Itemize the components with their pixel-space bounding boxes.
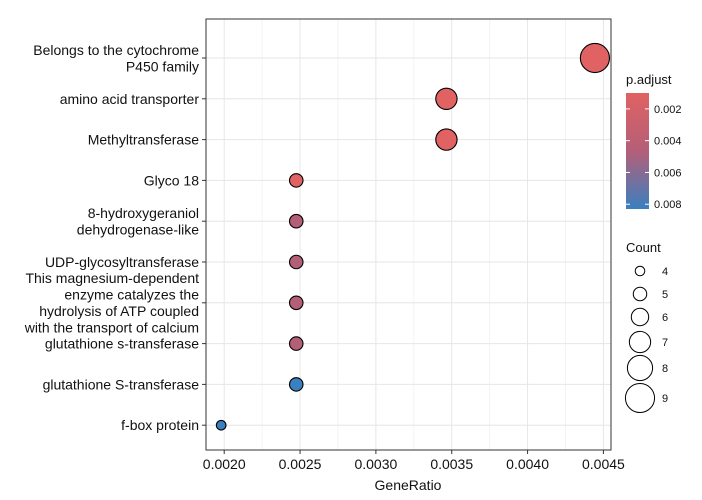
y-tick-label: glutathione S-transferase xyxy=(43,376,200,392)
data-point xyxy=(288,213,304,229)
x-tick-label: 0.0035 xyxy=(430,456,473,472)
count-legend-keys: 4 5 6 7 8 9 xyxy=(624,265,668,414)
colorbar-tick-label: 0.002 xyxy=(654,104,682,116)
data-point xyxy=(215,419,227,431)
major-gridlines xyxy=(206,19,611,450)
data-point xyxy=(288,254,304,270)
minor-gridlines xyxy=(261,19,566,450)
y-tick-label: This magnesium-dependent enzyme catalyzes… xyxy=(24,270,200,336)
count-legend-label: 6 xyxy=(662,312,668,324)
count-legend-key xyxy=(630,307,650,327)
y-tick-label: f-box protein xyxy=(121,417,199,433)
data-point xyxy=(435,128,458,151)
y-tick-label: UDP-glycosyltransferase xyxy=(45,254,199,270)
data-point xyxy=(579,42,611,74)
x-tick-label: 0.0020 xyxy=(203,456,246,472)
x-axis: 0.0020 0.0025 0.0030 0.0035 0.0040 0.0045 xyxy=(203,450,625,472)
colorbar-tick-label: 0.004 xyxy=(654,136,682,148)
y-axis: Belongs to the cytochrome P450 family amin… xyxy=(24,42,206,433)
colorbar-tick-label: 0.008 xyxy=(654,199,682,211)
y-tick-label: 8-hydroxygeraniol dehydrogenase-like xyxy=(77,205,199,238)
data-point xyxy=(288,173,304,188)
colorbar-tick-label: 0.006 xyxy=(654,167,682,179)
x-tick-label: 0.0045 xyxy=(582,456,625,472)
count-legend: Count 4 5 6 7 8 9 xyxy=(624,240,668,414)
p-adjust-colorbar xyxy=(626,93,649,209)
data-points xyxy=(215,42,611,431)
count-legend-label: 8 xyxy=(662,363,668,375)
count-legend-label: 5 xyxy=(662,289,668,301)
data-point xyxy=(288,377,304,392)
x-tick-label: 0.0040 xyxy=(506,456,549,472)
count-legend-key xyxy=(626,354,654,382)
plot-panel-border xyxy=(205,18,612,451)
colorbar-ticks: 0.002 0.004 0.006 0.008 xyxy=(626,104,682,211)
data-point xyxy=(288,295,304,311)
data-point xyxy=(435,87,458,111)
y-tick-label: Glyco 18 xyxy=(144,172,199,188)
count-legend-key xyxy=(624,382,656,414)
count-legend-key xyxy=(632,286,648,302)
count-legend-key xyxy=(628,330,652,354)
count-legend-label: 4 xyxy=(662,266,668,278)
y-tick-label: glutathione s-transferase xyxy=(45,336,199,352)
p-adjust-legend-title: p.adjust xyxy=(626,72,672,87)
p-adjust-legend: p.adjust 0.002 0.004 0.006 0.008 xyxy=(626,72,682,211)
data-point xyxy=(288,336,304,351)
x-tick-label: 0.0025 xyxy=(279,456,322,472)
count-legend-key xyxy=(634,265,646,277)
x-axis-title: GeneRatio xyxy=(375,477,442,493)
count-legend-label: 9 xyxy=(662,393,668,405)
count-legend-title: Count xyxy=(626,240,661,255)
x-tick-label: 0.0030 xyxy=(354,456,397,472)
y-tick-label: Belongs to the cytochrome P450 family xyxy=(33,42,199,75)
count-legend-label: 7 xyxy=(662,337,668,349)
y-tick-label: amino acid transporter xyxy=(60,91,200,107)
y-tick-label: Methyltransferase xyxy=(88,132,199,148)
